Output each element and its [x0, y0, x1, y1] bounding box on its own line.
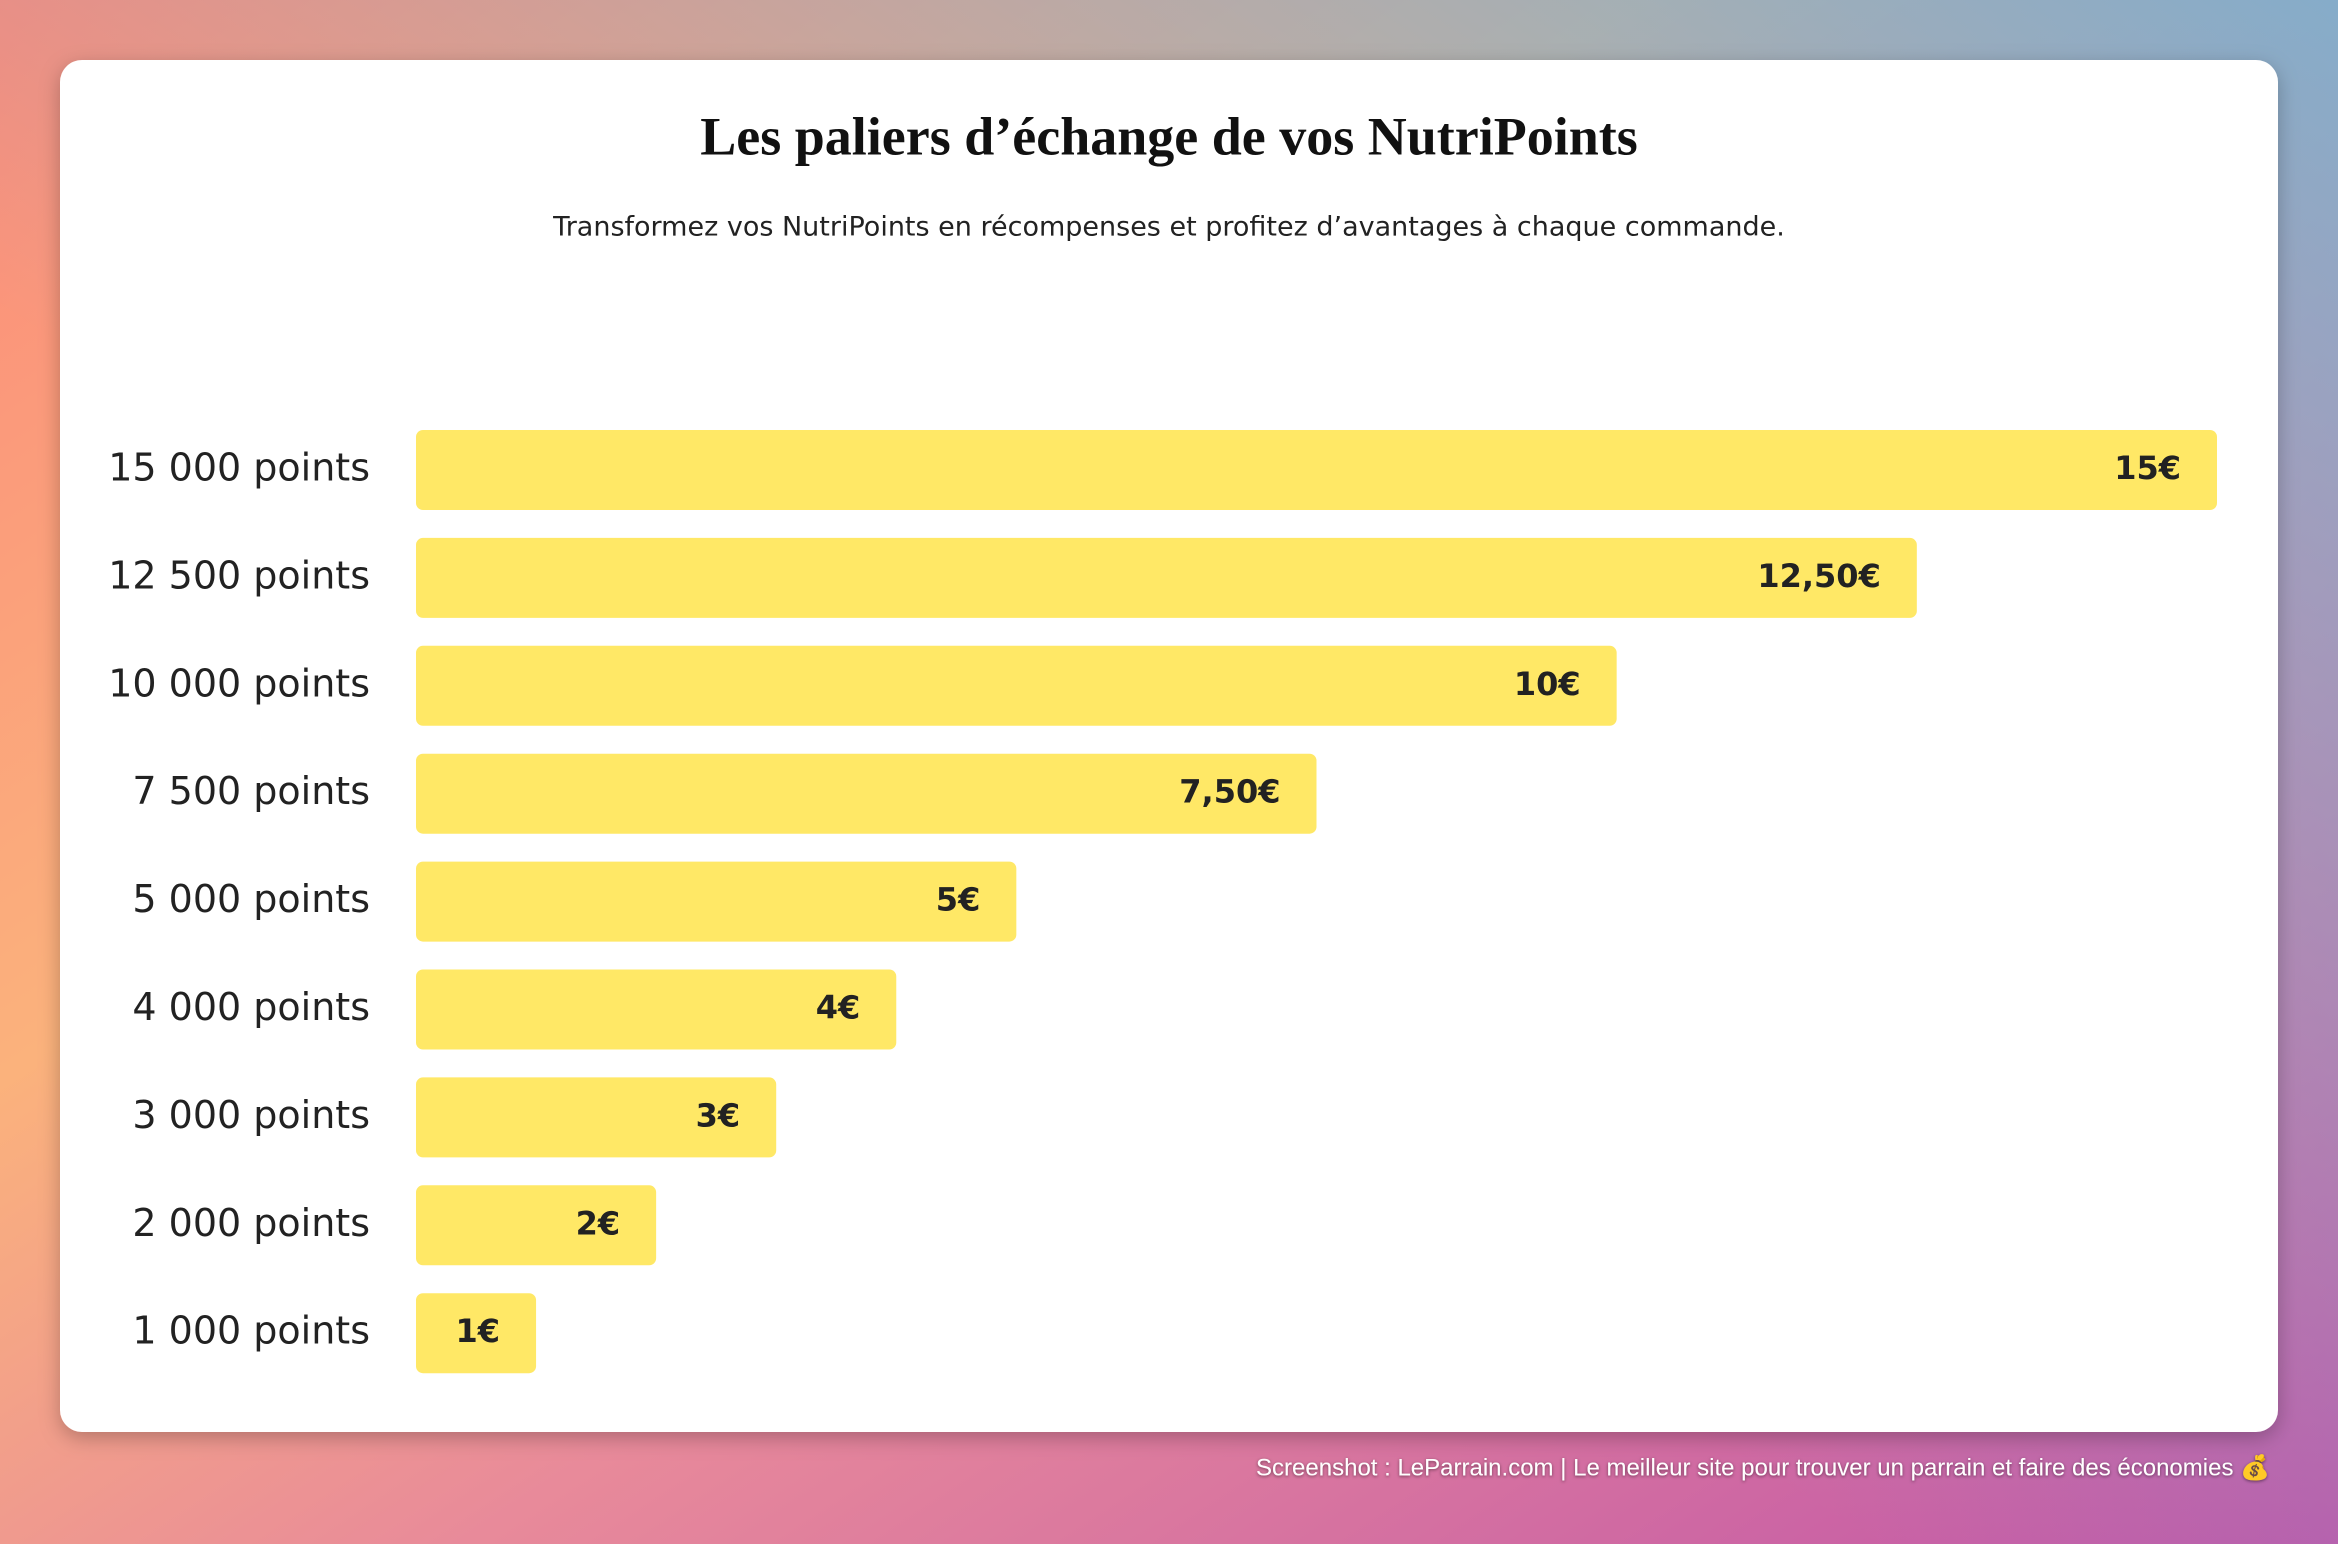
- category-label: 12 500 points: [108, 553, 370, 597]
- value-label: 5€: [936, 881, 981, 919]
- category-label: 15 000 points: [108, 446, 370, 490]
- category-label: 5 000 points: [132, 877, 370, 921]
- category-label: 1 000 points: [132, 1309, 370, 1353]
- bar: [416, 645, 1617, 726]
- chart-subtitle: Transformez vos NutriPoints en récompens…: [552, 212, 1785, 243]
- bar: [416, 969, 897, 1050]
- category-label: 4 000 points: [132, 985, 370, 1029]
- chart-title: Les paliers d’échange de vos NutriPoints: [700, 106, 1638, 166]
- category-label: 7 500 points: [132, 769, 370, 813]
- card: [60, 60, 2278, 1432]
- bar: [416, 861, 1017, 942]
- value-label: 1€: [456, 1312, 501, 1350]
- bar: [416, 430, 2217, 510]
- value-label: 4€: [816, 989, 861, 1027]
- category-label: 10 000 points: [108, 661, 370, 705]
- category-label: 3 000 points: [132, 1093, 370, 1137]
- value-label: 10€: [1514, 665, 1581, 703]
- bar: [416, 1293, 537, 1374]
- category-label: 2 000 points: [132, 1201, 370, 1245]
- bar: [416, 753, 1317, 834]
- value-label: 2€: [576, 1204, 621, 1242]
- value-label: 3€: [696, 1096, 741, 1134]
- value-label: 12,50€: [1757, 557, 1880, 595]
- bar: [416, 537, 1917, 618]
- footer: Screenshot : LeParrain.com | Le meilleur…: [1256, 1453, 2270, 1481]
- value-label: 7,50€: [1179, 773, 1280, 811]
- plot: 15 000 points 15€ 12 500 points 12,50€ 10 00…: [108, 430, 2217, 1374]
- bar: [416, 1077, 777, 1158]
- bar: [416, 1185, 657, 1266]
- value-label: 15€: [2114, 449, 2181, 487]
